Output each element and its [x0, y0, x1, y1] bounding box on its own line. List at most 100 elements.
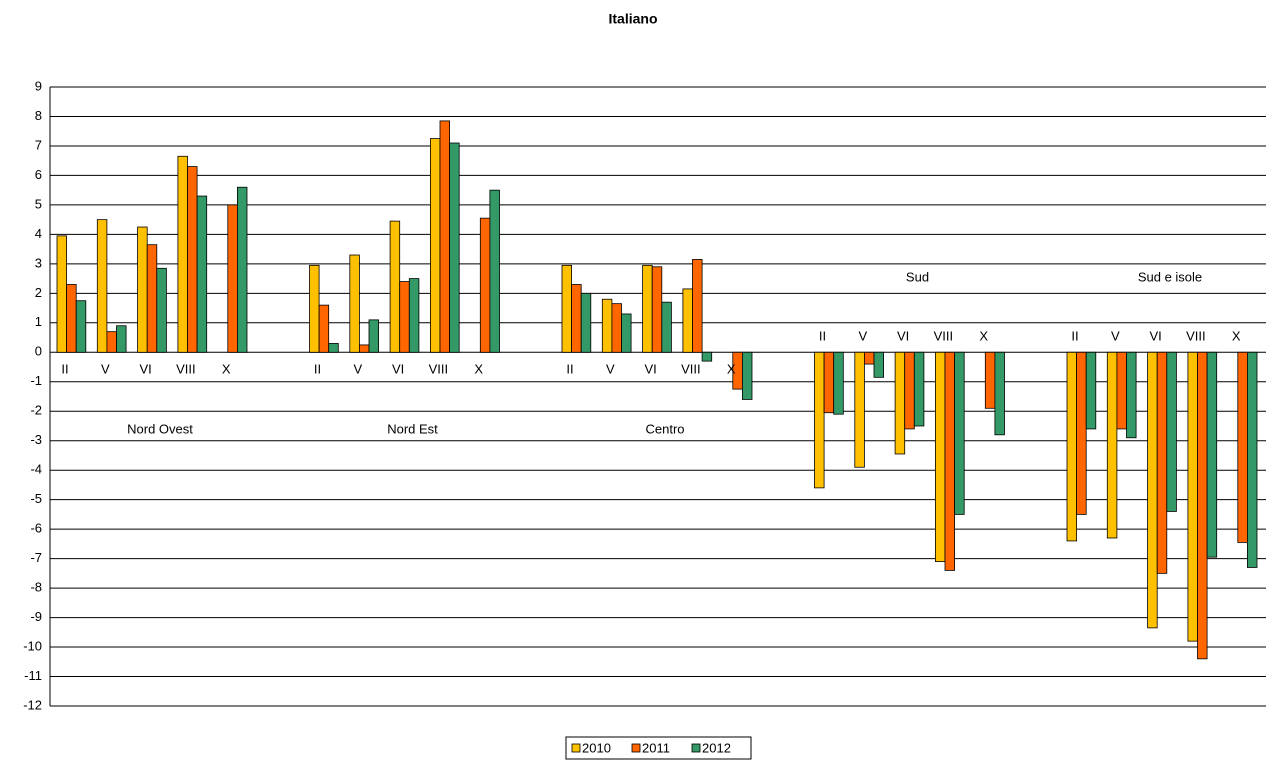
x-tick-label: VI [1149, 329, 1161, 344]
bar [954, 351, 965, 515]
bar [1197, 351, 1208, 660]
bar [368, 319, 380, 353]
bar [1247, 351, 1258, 568]
bar [1166, 351, 1177, 512]
x-tick-label: II [566, 362, 573, 377]
bar [692, 259, 703, 353]
bar [864, 351, 875, 365]
y-tick-label: -6 [30, 521, 42, 536]
bar [1147, 351, 1158, 629]
x-tick-label: V [606, 362, 615, 377]
group-label: Centro [645, 422, 684, 437]
y-tick-label: 4 [35, 226, 42, 241]
bar [611, 303, 622, 353]
x-tick-label: VI [392, 362, 404, 377]
bar [196, 195, 208, 353]
x-tick-label: VIII [1186, 329, 1206, 344]
y-tick-label: -12 [23, 697, 42, 712]
bar [309, 264, 320, 353]
x-tick-label: V [858, 329, 867, 344]
bar [701, 351, 713, 362]
bar [429, 138, 441, 353]
bar [580, 292, 592, 353]
bar [177, 155, 188, 353]
x-tick-label: II [1071, 329, 1078, 344]
x-tick-label: X [222, 362, 231, 377]
bar [944, 351, 956, 571]
bar [137, 226, 148, 353]
bar [913, 351, 925, 427]
x-tick-label: V [353, 362, 362, 377]
bar [227, 204, 238, 353]
y-tick-label: 0 [35, 344, 42, 359]
bar [489, 189, 500, 353]
x-tick-label: VI [139, 362, 151, 377]
bar [642, 264, 653, 353]
x-tick-label: X [474, 362, 483, 377]
bar [358, 344, 370, 353]
bar [994, 351, 1005, 436]
x-tick-label: VI [897, 329, 909, 344]
bar [1066, 351, 1078, 542]
x-tick-label: VIII [681, 362, 701, 377]
bar [1187, 351, 1198, 642]
legend-swatch [571, 743, 581, 753]
y-tick-label: -1 [30, 373, 42, 388]
x-tick-label: VIII [934, 329, 954, 344]
bar [146, 244, 158, 353]
bar [1085, 351, 1097, 430]
y-tick-label: 1 [35, 314, 42, 329]
bar [399, 281, 410, 353]
y-tick-label: -10 [23, 638, 42, 653]
legend-swatch [691, 743, 701, 753]
bar [328, 343, 339, 353]
bar [651, 266, 663, 353]
legend-label: 2012 [702, 740, 731, 755]
bar [236, 186, 248, 353]
bar [75, 300, 87, 353]
bar [408, 278, 420, 353]
y-tick-label: -7 [30, 550, 42, 565]
y-tick-label: 3 [35, 255, 42, 270]
bar [1106, 351, 1118, 539]
bar [621, 313, 632, 353]
bar [854, 351, 865, 468]
x-tick-label: II [61, 362, 68, 377]
x-tick-label: II [314, 362, 321, 377]
x-tick-label: X [727, 362, 736, 377]
bar [1076, 351, 1087, 515]
bar [935, 351, 946, 562]
group-label: Nord Est [387, 422, 438, 437]
bar [1116, 351, 1127, 430]
bar [561, 264, 573, 353]
bar [661, 301, 672, 353]
bar [389, 220, 401, 353]
bar [1126, 351, 1137, 439]
bar [96, 219, 108, 353]
x-tick-label: V [1111, 329, 1120, 344]
bar [601, 298, 613, 353]
legend-label: 2010 [582, 740, 611, 755]
y-tick-label: 8 [35, 108, 42, 123]
legend-swatch [631, 743, 641, 753]
y-tick-label: -2 [30, 403, 42, 418]
chart-title: Italiano [608, 11, 657, 27]
y-tick-label: -3 [30, 432, 42, 447]
x-tick-label: VIII [176, 362, 196, 377]
y-tick-label: 6 [35, 167, 42, 182]
bar [318, 304, 330, 353]
legend-box [565, 736, 752, 760]
bar [187, 166, 198, 353]
bar [682, 288, 693, 353]
bar [116, 325, 127, 353]
bar [449, 142, 460, 353]
y-tick-label: -11 [24, 668, 42, 683]
bar [571, 284, 582, 353]
x-tick-label: X [1232, 329, 1241, 344]
group-label: Sud [906, 270, 929, 285]
bar [349, 254, 360, 353]
y-tick-label: 5 [35, 196, 42, 211]
y-tick-label: 2 [35, 285, 42, 300]
bar [56, 235, 68, 353]
